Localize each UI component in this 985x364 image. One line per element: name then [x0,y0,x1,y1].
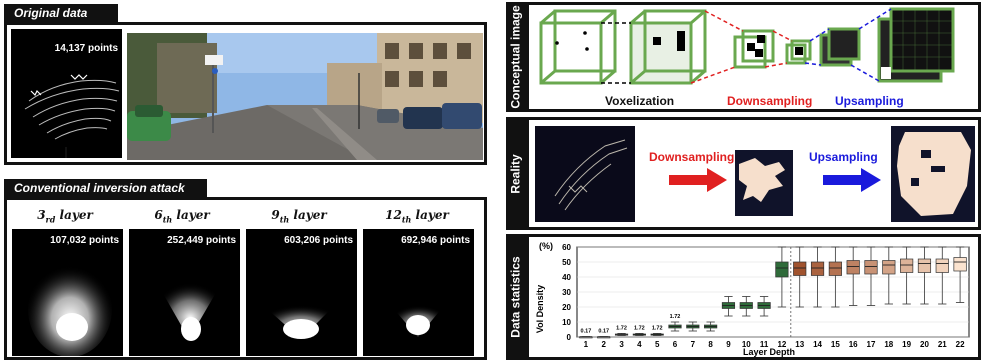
y-tick-label: 60 [562,243,571,252]
x-tick-label: 13 [795,340,804,349]
reality-point-cloud [535,126,635,222]
x-tick-label: 14 [813,340,822,349]
x-tick-label: 18 [884,340,893,349]
x-tick-label: 8 [708,340,713,349]
x-tick-label: 17 [867,340,876,349]
x-tick-label: 6 [673,340,678,349]
layer-6-label: 6th layer [154,208,210,225]
conventional-attack-panel: 3rd layer 6th layer 9th layer 12th layer… [4,197,487,360]
original-data-tag: Original data [4,4,118,22]
box-layer-19 [900,258,914,273]
x-axis-label: Layer Depth [743,347,795,357]
value-annotation: 1.72 [634,325,645,331]
x-tick-label: 10 [742,340,751,349]
y-tick-label: 0 [567,333,572,342]
x-tick-label: 12 [777,340,786,349]
box-layer-21 [935,258,949,273]
value-annotation: 1.72 [670,314,681,320]
y-axis-label: Vol Density [535,285,545,333]
x-tick-label: 16 [849,340,858,349]
layer-12-cloud-graphic [385,295,453,337]
y-tick-label: 20 [562,303,571,312]
red-arrow-icon [669,168,727,192]
layer-12-scatter: 692,946 points [363,229,474,356]
layer-6-scatter: 252,449 points [129,229,240,356]
x-tick-label: 22 [956,340,965,349]
x-tick-label: 9 [726,340,731,349]
layer-9-points-label: 603,206 points [284,235,353,246]
y-axis: 0 10 20 30 40 50 60 [562,243,970,342]
layer-12-points-label: 692,946 points [401,235,470,246]
x-tick-label: 7 [691,340,696,349]
downsampled-slice-graphic [739,158,785,202]
box-layer-16 [846,260,860,275]
layer-3-points-label: 107,032 points [50,235,119,246]
y-tick-label: 10 [562,318,571,327]
reality-downsampled-slice [735,150,793,216]
original-camera-photo [127,33,483,160]
reality-lidar-graphic [554,139,628,211]
lidar-scan-graphic [24,74,120,158]
layer-9-scatter: 603,206 points [246,229,357,356]
x-tick-label: 2 [602,340,607,349]
y-tick-label: 40 [562,273,571,282]
y-axis-unit: (%) [539,241,553,251]
layer-3-cloud-graphic [28,261,112,357]
layer-3-label: 3rd layer [37,208,93,225]
stats-panel: 0 10 20 30 40 50 60 1 2 3 4 5 6 7 8 9 10 11 12 13 14 15 16 17 1… [526,234,981,360]
reality-upsampling-caption: Upsampling [809,150,878,164]
x-axis: 1 2 3 4 5 6 7 8 9 10 11 12 13 14 15 16 17 18 19 20 21 22 [584,340,965,349]
voxelization-caption: Voxelization [605,94,675,108]
x-tick-label: 1 [584,340,589,349]
original-lidar-view: 14,137 points [11,29,122,158]
box-layer-15 [828,261,842,276]
conventional-attack-tag: Conventional inversion attack [4,179,207,197]
original-points-label: 14,137 points [54,43,118,54]
layer-12-label: 12th layer [385,208,449,225]
x-tick-label: 20 [920,340,929,349]
x-tick-label: 3 [619,340,624,349]
box-layer-22 [953,257,967,272]
conceptual-panel: Voxelization Downsampling Upsampling [526,2,981,112]
x-tick-label: 11 [760,340,769,349]
upsampled-slice-graphic [897,132,971,216]
x-tick-label: 5 [655,340,660,349]
reality-side-label: Reality [506,117,526,230]
x-tick-label: 19 [902,340,911,349]
x-tick-label: 15 [831,340,840,349]
box-layer-14 [810,261,825,276]
box-layer-20 [917,258,932,273]
annotations: 0.17 0.17 1.72 1.72 1.72 1.72 [581,314,681,335]
conceptual-side-label: Conceptual image [506,2,526,112]
street-scene-graphic [127,33,483,160]
box-layer-13 [793,261,807,276]
box-layer-18 [882,260,896,275]
layer-6-points-label: 252,449 points [167,235,236,246]
value-annotation: 0.17 [598,329,609,335]
blue-arrow-icon [823,168,881,192]
x-tick-label: 4 [637,340,642,349]
layer-9-label: 9th layer [271,208,327,225]
box-layer-17 [864,260,878,275]
box-series [579,246,967,339]
layer-3-scatter: 107,032 points [12,229,123,357]
layer-9-cloud-graphic [256,294,346,339]
stats-side-label: Data statistics [506,234,526,360]
y-tick-label: 30 [562,288,571,297]
reality-panel: Downsampling Upsampling [526,117,981,230]
layer-6-cloud-graphic [149,269,224,341]
reality-upsampled-slice [891,126,975,222]
voxel-cubes-graphic [539,7,955,85]
original-data-panel: 14,137 points [4,22,487,165]
value-annotation: 1.72 [652,325,663,331]
downsampling-caption: Downsampling [727,94,813,108]
reality-downsampling-caption: Downsampling [649,150,735,164]
y-tick-label: 50 [562,258,571,267]
value-annotation: 0.17 [581,329,592,335]
box-layer-12 [775,261,789,278]
value-annotation: 1.72 [616,325,627,331]
x-tick-label: 21 [938,340,947,349]
upsampling-caption: Upsampling [835,94,904,108]
